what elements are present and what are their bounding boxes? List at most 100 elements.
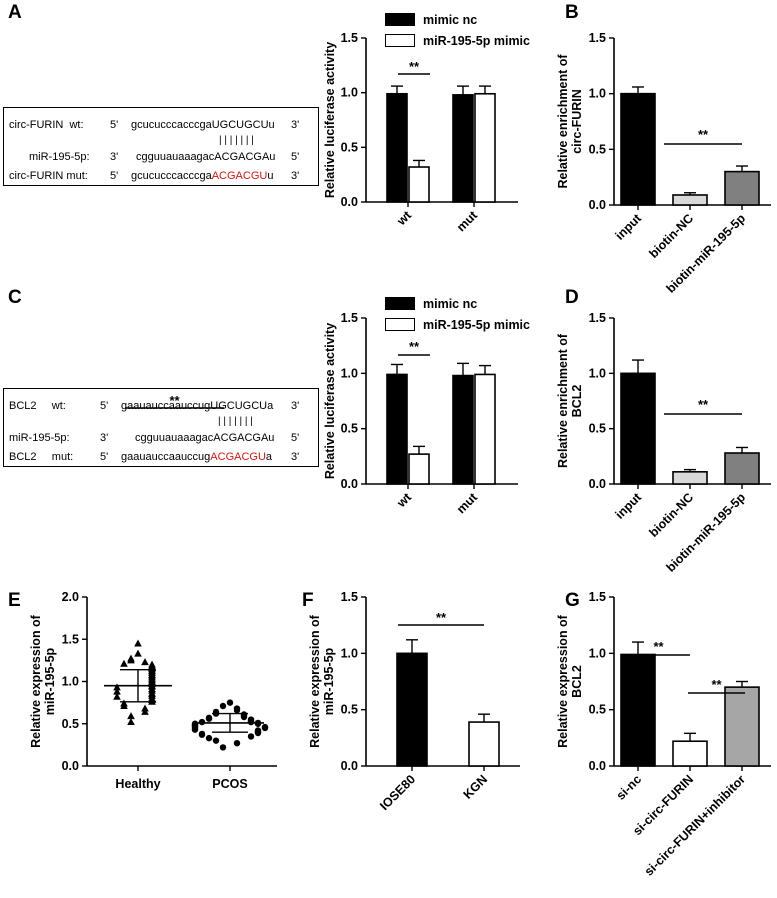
bar xyxy=(724,452,760,485)
data-point xyxy=(219,744,227,751)
seq-pre: cgguuauaaagac xyxy=(136,151,215,163)
bar xyxy=(474,92,496,203)
x-tick-label: mut xyxy=(454,208,481,235)
bar xyxy=(452,374,474,485)
y-tick-label: 1.5 xyxy=(341,590,358,604)
sequence-box-c: BCL2 wt: 5' gaauauccaauccugUGCUGCUa 3' |… xyxy=(3,388,319,467)
bar xyxy=(672,740,708,767)
bar xyxy=(672,471,708,485)
y-axis-label: Relative expression of xyxy=(308,614,322,748)
data-point xyxy=(141,707,149,715)
y-axis-label: miR-195-5p xyxy=(43,647,57,715)
legend-a: mimic nc miR-195-5p mimic xyxy=(385,10,530,52)
x-tick-label: biotin-NC xyxy=(646,211,696,261)
y-tick-label: 0.5 xyxy=(589,142,606,156)
seq-post: a xyxy=(265,451,273,463)
seq-name: circ-FURIN wt: xyxy=(9,119,84,131)
chart-c: 0.0 0.5 1.0 1.5 Relative luciferase activity… xyxy=(323,311,518,516)
y-tick-label: 1.5 xyxy=(589,590,606,604)
legend-swatch xyxy=(385,318,415,331)
panel-label-b: B xyxy=(565,2,579,23)
bar xyxy=(724,686,760,767)
legend-swatch xyxy=(385,34,415,47)
y-tick-label: 1.0 xyxy=(341,366,358,380)
data-point xyxy=(247,733,255,740)
seq-wt-name: BCL2 wt: xyxy=(9,400,66,412)
bar xyxy=(396,652,428,767)
seq-wt-3p: 3' xyxy=(291,119,300,131)
y-axis-label: Relative expression of xyxy=(556,614,570,748)
seq-wt-3p: 3' xyxy=(291,400,300,412)
panel-label-f: F xyxy=(302,590,314,611)
x-tick-label: si-nc xyxy=(614,772,645,803)
bar xyxy=(474,373,496,485)
bar xyxy=(408,453,430,485)
y-tick-label: 1.5 xyxy=(62,632,79,646)
x-tick-label: KGN xyxy=(461,772,491,802)
chart-e: 0.0 0.5 1.0 1.5 2.0 Relative expression of miR… xyxy=(29,393,277,791)
data-point xyxy=(254,720,262,727)
y-axis-label: Relative luciferase activity xyxy=(323,323,337,479)
y-axis-label: miR-195-5p xyxy=(322,647,336,715)
x-tick-label: mut xyxy=(454,490,481,517)
seq-wt-seq: gaauauccaauccugUGCUGCUa xyxy=(121,400,273,412)
y-tick-label: 1.5 xyxy=(341,31,358,45)
x-tick-label: input xyxy=(613,211,645,243)
seq-wt-5p: 5' xyxy=(110,119,119,131)
data-point xyxy=(113,692,121,700)
data-point xyxy=(120,702,128,710)
y-tick-label: 0.0 xyxy=(341,759,358,773)
seq-mir-seq: cgguuauaaagacACGACGAu xyxy=(136,151,275,163)
y-tick-label: 0.5 xyxy=(341,140,358,154)
significance-label: ** xyxy=(698,397,709,412)
x-tick-label: IOSE80 xyxy=(377,772,418,813)
bar xyxy=(724,170,760,206)
data-point xyxy=(254,729,262,737)
x-tick-label: Healthy xyxy=(115,777,160,791)
data-point xyxy=(113,687,121,695)
seq-mir-5p: 5' xyxy=(291,432,300,444)
significance-label: ** xyxy=(169,393,180,408)
seq-mut-seq: gcucucccacccgaACGACGUu xyxy=(131,170,273,182)
legend-item: miR-195-5p mimic xyxy=(385,315,530,334)
data-point xyxy=(212,737,220,744)
data-point xyxy=(205,734,213,742)
data-point xyxy=(233,707,241,714)
seq-pre: gaauauccaauccug xyxy=(121,400,211,412)
y-tick-label: 0.0 xyxy=(341,477,358,491)
chart-d: 0.0 0.5 1.0 1.5 Relative enrichment of BCL2 in… xyxy=(556,311,771,575)
seq-pre: gcucucccacccga xyxy=(131,119,212,131)
data-point xyxy=(127,712,135,720)
seq-wt-seq: gcucucccacccgaUGCUGCUu xyxy=(131,119,275,131)
seq-mir-seq: cgguuauaaagacACGACGAu xyxy=(135,432,274,444)
seq-mut-5p: 5' xyxy=(110,170,119,182)
y-axis-label: Relative expression of xyxy=(29,614,43,748)
bar xyxy=(672,194,708,206)
y-tick-label: 0.5 xyxy=(341,422,358,436)
y-axis-label: Relative enrichment of xyxy=(556,54,570,189)
data-point xyxy=(198,731,206,738)
y-tick-label: 0.0 xyxy=(341,195,358,209)
y-tick-label: 1.0 xyxy=(62,675,79,689)
data-point xyxy=(134,649,142,657)
seq-pre: gaauauccaauccug xyxy=(121,451,211,463)
y-axis-label: BCL2 xyxy=(570,385,584,418)
bar xyxy=(386,92,408,203)
x-tick-label: si-circ-FURIN+inhibitor xyxy=(642,772,748,878)
seq-wt-5p: 5' xyxy=(100,400,109,412)
data-point xyxy=(127,718,135,726)
seq-mut-name: BCL2 mut: xyxy=(9,451,74,463)
y-tick-label: 1.0 xyxy=(341,86,358,100)
seq-site: ACGACGAu xyxy=(213,432,275,444)
sequence-box-a: circ-FURIN wt: 5' gcucucccacccgaUGCUGCUu… xyxy=(3,107,319,186)
y-tick-label: 2.0 xyxy=(62,590,79,604)
data-point xyxy=(191,726,199,733)
chart-b: 0.0 0.5 1.0 1.5 Relative enrichment of circ-F… xyxy=(556,31,771,296)
legend-swatch xyxy=(385,297,415,310)
y-axis-label: Relative luciferase activity xyxy=(323,42,337,198)
x-tick-label: input xyxy=(613,490,645,522)
seq-site: UGCUGCUu xyxy=(211,119,275,131)
legend-label: miR-195-5p mimic xyxy=(423,33,530,48)
y-axis-label: Relative enrichment of xyxy=(556,333,570,468)
